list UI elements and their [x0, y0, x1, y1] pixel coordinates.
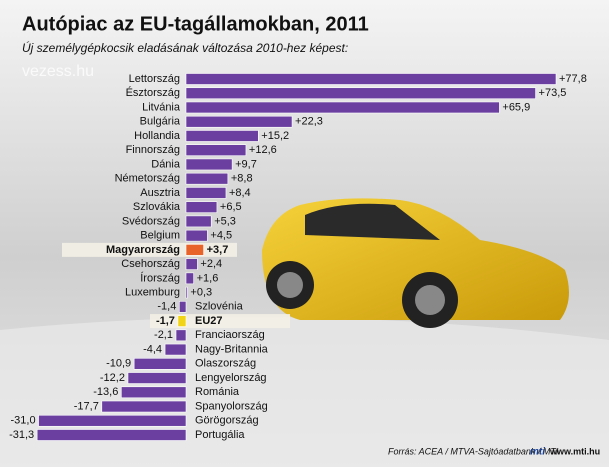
category-label: Svédország	[122, 215, 180, 227]
bar	[185, 187, 227, 199]
bar	[38, 414, 187, 427]
value-label: +12,6	[249, 144, 277, 156]
value-label: -1,7	[156, 315, 175, 327]
watermark: vezess.hu	[22, 63, 94, 80]
category-label: Hollandia	[134, 130, 181, 142]
bar	[185, 258, 198, 270]
bar	[185, 87, 536, 100]
value-label: +22,3	[295, 116, 323, 128]
value-label: +0,3	[190, 287, 212, 299]
value-label: -31,3	[9, 429, 34, 441]
category-label: Magyarország	[106, 244, 180, 256]
bar	[185, 172, 229, 185]
bar	[185, 115, 293, 128]
value-label: -2,1	[154, 329, 173, 341]
category-label: Lettország	[129, 73, 180, 85]
category-label: Lengyelország	[195, 372, 267, 384]
bar	[185, 201, 218, 213]
value-label: +9,7	[235, 158, 257, 170]
bar	[185, 215, 212, 228]
bar	[185, 158, 233, 171]
category-label: Belgium	[140, 230, 180, 242]
category-label: Bulgária	[140, 116, 181, 128]
category-label: Portugália	[195, 429, 245, 441]
category-label: Finnország	[126, 144, 180, 156]
bar	[164, 343, 187, 356]
value-label: +2,4	[200, 258, 222, 270]
site: www.mti.hu	[549, 446, 600, 456]
bar	[185, 244, 204, 256]
category-label: Nagy-Britannia	[195, 343, 269, 355]
category-label: Luxemburg	[125, 287, 180, 299]
value-label: -4,4	[143, 343, 162, 355]
bar	[175, 329, 187, 342]
car-illustration	[262, 198, 569, 328]
category-label: Románia	[195, 386, 240, 398]
category-label: Franciaország	[195, 329, 265, 341]
value-label: +8,8	[231, 173, 253, 185]
category-label: Szlovákia	[133, 201, 181, 213]
logo: mti	[530, 447, 545, 458]
source: Forrás: ACEA / MTVA-Sajtóadatbank / MTI	[388, 446, 559, 456]
category-label: Spanyolország	[195, 400, 268, 412]
value-label: +8,4	[229, 187, 251, 199]
bar	[121, 386, 187, 399]
value-label: -1,4	[157, 301, 176, 313]
bar	[185, 101, 500, 114]
bar	[185, 286, 188, 299]
category-label: Szlovénia	[195, 301, 244, 313]
category-label: Dánia	[151, 158, 181, 170]
category-label: Csehország	[121, 258, 180, 270]
category-label: Németország	[115, 173, 180, 185]
bars: Lettország +77,8 Észtország +73,5 Litvánia +6…	[9, 73, 587, 441]
subtitle: Új személygépkocsik eladásának változása…	[22, 40, 348, 55]
value-label: +5,3	[214, 215, 236, 227]
road	[0, 317, 609, 467]
value-label: +4,5	[210, 230, 232, 242]
bar	[185, 229, 208, 242]
bar	[101, 400, 187, 413]
category-label: Írország	[140, 271, 180, 284]
bar	[185, 130, 259, 142]
value-label: +3,7	[207, 244, 229, 256]
value-label: +15,2	[261, 130, 289, 142]
bar	[185, 73, 557, 85]
category-label: EU27	[195, 315, 223, 327]
value-label: -10,9	[106, 358, 131, 370]
bar	[133, 357, 187, 370]
value-label: +65,9	[502, 101, 530, 113]
bar	[185, 272, 194, 285]
value-label: -13,6	[93, 386, 118, 398]
title: Autópiac az EU-tagállamokban, 2011	[22, 13, 369, 35]
category-label: Görögország	[195, 415, 259, 427]
category-label: Ausztria	[140, 187, 181, 199]
category-label: Olaszország	[195, 358, 256, 370]
value-label: -31,0	[10, 415, 35, 427]
value-label: +1,6	[197, 272, 219, 284]
bar	[36, 429, 187, 441]
value-label: -12,2	[100, 372, 125, 384]
value-label: +6,5	[220, 201, 242, 213]
value-label: +73,5	[539, 87, 567, 99]
bar	[127, 372, 187, 384]
category-label: Litvánia	[142, 101, 181, 113]
value-label: +77,8	[559, 73, 587, 85]
bar	[185, 144, 247, 156]
bar	[179, 301, 187, 313]
bar	[177, 315, 187, 327]
value-label: -17,7	[74, 400, 99, 412]
category-label: Észtország	[126, 86, 180, 99]
